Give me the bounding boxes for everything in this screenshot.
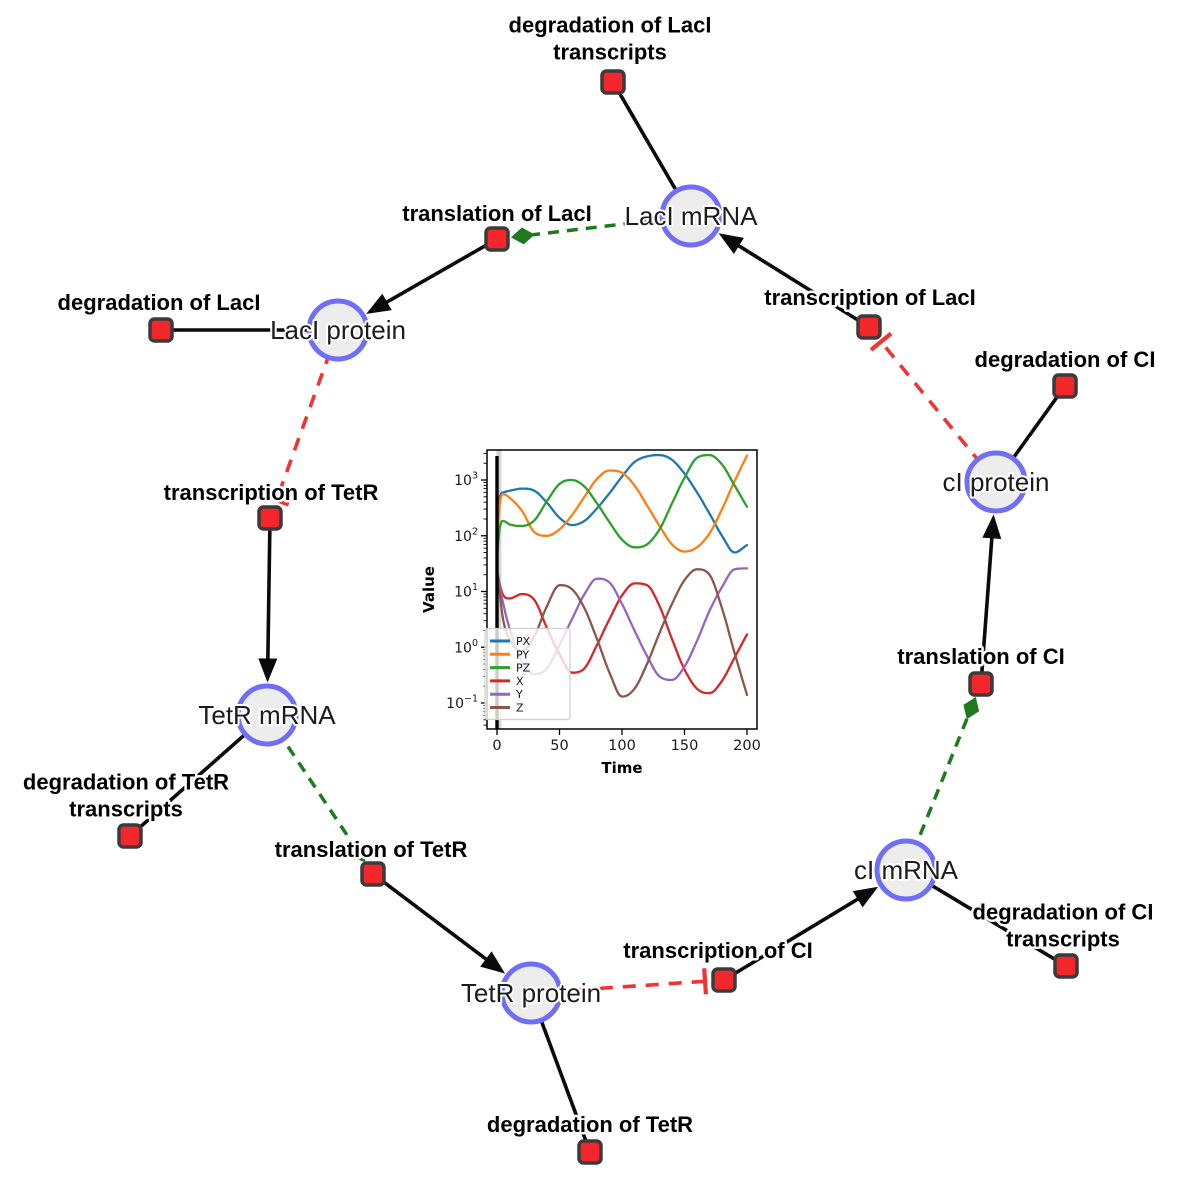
- species-label-laci-protein: LacI protein: [270, 315, 406, 345]
- edge-transcription-of-ci-ci-mrna: [723, 886, 879, 982]
- legend-item-PZ: PZ: [490, 662, 531, 675]
- product-edge-line: [723, 893, 866, 982]
- species-node-laci-protein: [306, 298, 370, 362]
- edge-transcription-of-tetr-tetr-mrna: [258, 517, 278, 683]
- legend-item-Z: Z: [490, 702, 524, 715]
- chart-xtick-label: 0: [492, 738, 501, 754]
- arrowhead-icon: [982, 514, 1002, 540]
- arrowhead-icon: [852, 886, 879, 908]
- diamond-arrowhead-icon: [351, 842, 366, 863]
- chart-ytick-label: 103: [454, 471, 478, 490]
- chart-series-PZ: [495, 453, 749, 560]
- legend-item-PY: PY: [490, 648, 529, 661]
- reaction-label-translation-of-ci: translation of CI: [897, 644, 1064, 669]
- species-node-tetr-protein: [499, 961, 563, 1025]
- chart-ytick-label: 102: [454, 526, 478, 545]
- chart-xlabel: Time: [601, 759, 642, 777]
- species-node-laci-mrna: [659, 184, 723, 248]
- species-label-ci-mrna: cI mRNA: [854, 855, 959, 885]
- species-node-ci-protein: [964, 450, 1028, 514]
- arrowhead-icon: [258, 658, 278, 683]
- tbar-icon: [263, 493, 290, 507]
- reaction-node-degradation-of-ci: [1052, 373, 1078, 399]
- chart-series-PX: [495, 453, 749, 554]
- chart-series-PY: [495, 454, 749, 553]
- product-edge-line: [265, 517, 272, 667]
- reaction-node-degradation-of-tetr: [577, 1139, 603, 1165]
- reaction-node-transcription-of-ci: [711, 967, 737, 993]
- legend-label-PX: PX: [516, 635, 531, 648]
- arrowhead-icon: [366, 293, 392, 314]
- legend-label-PY: PY: [516, 648, 529, 661]
- layer-labels: degradation of LacI transcripts translatio…: [20, 10, 1158, 1140]
- chart-xtick-label: 200: [733, 738, 761, 754]
- legend-label-Y: Y: [515, 688, 523, 701]
- reaction-node-degradation-of-ci-transcripts: [1053, 953, 1079, 979]
- product-edge-line: [379, 237, 498, 308]
- species-label-ci-protein: cI protein: [943, 467, 1050, 497]
- inset-chart: 0 50 100 150 20010−1100101102103TimeValuePXP…: [420, 449, 761, 777]
- species-label-laci-mrna: LacI mRNA: [625, 201, 759, 231]
- diamond-arrowhead-icon: [510, 227, 535, 245]
- chart-xtick-label: 100: [608, 738, 636, 754]
- reaction-label-transcription-of-ci: transcription of CI: [623, 938, 812, 963]
- chart-ytick-label: 100: [454, 638, 478, 657]
- reaction-label-degradation-of-ci-transcripts: degradation of CI transcripts: [973, 899, 1154, 951]
- reaction-label-degradation-of-ci: degradation of CI: [975, 347, 1156, 372]
- reaction-node-degradation-of-laci-transcripts: [600, 69, 626, 95]
- reaction-node-degradation-of-tetr-transcripts: [117, 823, 143, 849]
- species-label-tetr-protein: TetR protein: [461, 978, 601, 1008]
- arrowhead-icon: [480, 951, 506, 974]
- tbar-icon: [702, 968, 709, 995]
- reaction-label-degradation-of-tetr: degradation of TetR: [487, 1112, 693, 1137]
- legend-label-Z: Z: [516, 702, 524, 715]
- reaction-node-translation-of-tetr: [360, 861, 386, 887]
- legend-label-X: X: [516, 675, 524, 688]
- product-edge-line: [371, 872, 494, 966]
- reaction-node-translation-of-laci: [484, 226, 510, 252]
- reaction-node-transcription-of-tetr: [257, 505, 283, 531]
- legend-item-PX: PX: [490, 635, 531, 648]
- reaction-label-transcription-of-laci: transcription of LacI: [764, 285, 975, 310]
- chart-ytick-label: 10−1: [446, 694, 478, 713]
- reaction-label-transcription-of-tetr: transcription of TetR: [164, 480, 379, 505]
- legend-label-PZ: PZ: [516, 662, 531, 675]
- edge-transcription-of-laci-laci-mrna: [718, 233, 870, 329]
- arrowhead-icon: [718, 233, 744, 254]
- chart-ylabel: Value: [420, 566, 438, 613]
- tbar-icon: [869, 331, 893, 352]
- chart-legend-box: [484, 627, 571, 721]
- product-edge-line: [979, 530, 995, 685]
- reaction-label-degradation-of-laci-transcripts: degradation of LacI transcripts: [509, 12, 712, 64]
- chart-xtick-label: 150: [671, 738, 699, 754]
- reaction-label-translation-of-laci: translation of LacI: [402, 201, 591, 226]
- reaction-node-transcription-of-laci: [856, 314, 882, 340]
- reaction-node-translation-of-ci: [968, 671, 994, 697]
- reaction-label-degradation-of-laci: degradation of LacI: [58, 290, 261, 315]
- reaction-label-degradation-of-tetr-transcripts: degradation of TetR transcripts: [23, 769, 229, 821]
- reaction-label-translation-of-tetr: translation of TetR: [275, 837, 468, 862]
- chart-ytick-label: 101: [454, 582, 478, 601]
- layer-nodes: [117, 69, 1079, 1165]
- legend-item-Y: Y: [490, 688, 523, 701]
- product-edge-line: [731, 240, 870, 329]
- reaction-node-degradation-of-laci: [148, 317, 174, 343]
- legend-item-X: X: [490, 675, 524, 688]
- edge-translation-of-ci-ci-protein: [979, 514, 1002, 685]
- species-node-ci-mrna: [874, 838, 938, 902]
- edge-translation-of-tetr-tetr-protein: [371, 872, 506, 974]
- diamond-arrowhead-icon: [963, 696, 980, 720]
- chart-xtick-label: 50: [550, 738, 568, 754]
- species-label-tetr-mrna: TetR mRNA: [198, 700, 336, 730]
- edge-translation-of-laci-laci-protein: [366, 237, 498, 314]
- species-node-tetr-mrna: [235, 683, 299, 747]
